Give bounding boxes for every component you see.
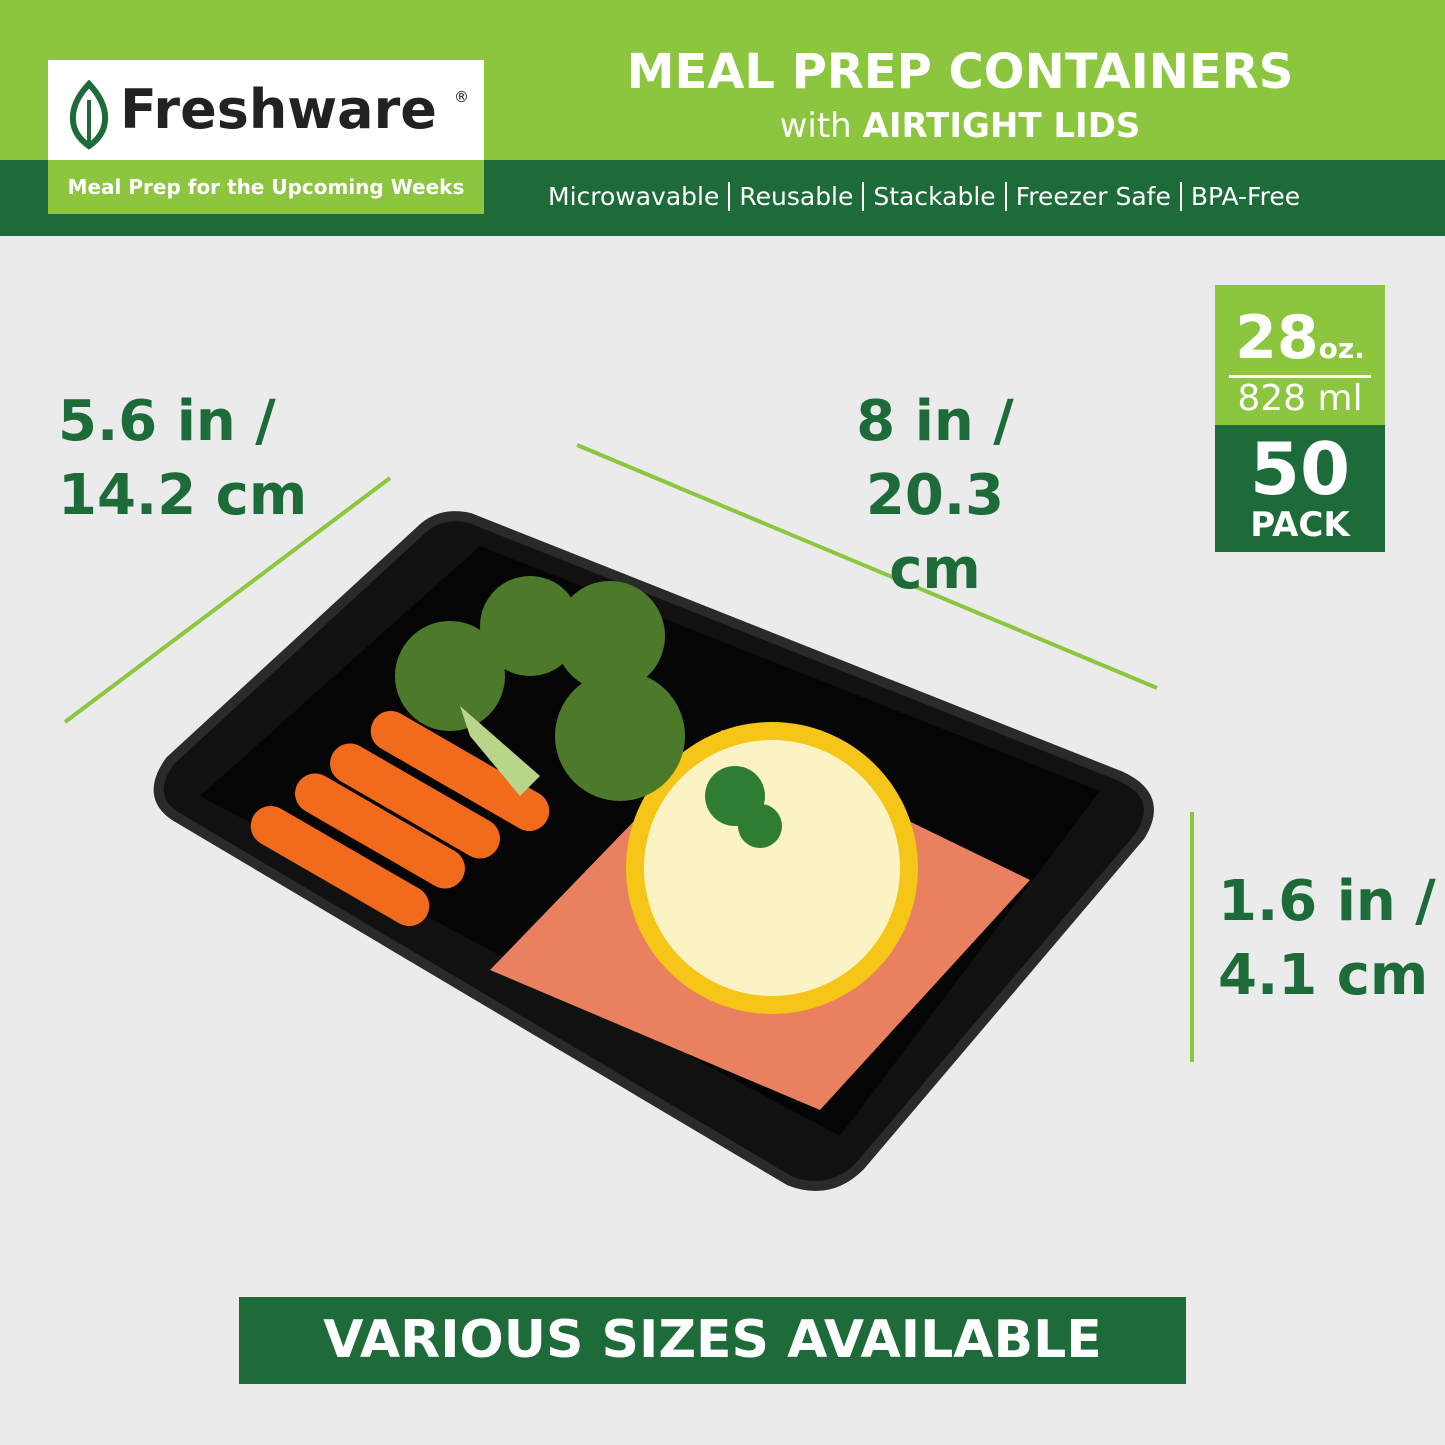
subtitle: with AIRTIGHT LIDS xyxy=(560,106,1360,146)
height-imperial: 1.6 in / xyxy=(1218,869,1436,934)
pack-label: PACK xyxy=(1250,505,1350,545)
length-label: 8 in / 20.3 cm xyxy=(815,385,1055,607)
footer-banner: VARIOUS SIZES AVAILABLE xyxy=(239,1297,1186,1384)
width-label: 5.6 in / 14.2 cm xyxy=(58,385,307,533)
feature: Stackable xyxy=(862,182,1004,211)
width-metric: 14.2 cm xyxy=(58,463,308,528)
title: MEAL PREP CONTAINERS xyxy=(626,44,1294,100)
feature: Freezer Safe xyxy=(1004,182,1180,211)
metric-capacity: 828 ml xyxy=(1237,378,1363,419)
leaf-icon xyxy=(69,80,109,150)
capacity: 28 xyxy=(1235,303,1319,373)
feature: BPA-Free xyxy=(1179,182,1309,211)
tagline: Meal Prep for the Upcoming Weeks xyxy=(48,160,484,214)
brand: Freshware xyxy=(120,78,437,141)
feature: Microwavable xyxy=(548,182,720,211)
pack-count: 50 xyxy=(1249,427,1351,511)
pack-badge: 50 PACK xyxy=(1215,425,1385,552)
width-imperial: 5.6 in / xyxy=(58,389,276,454)
capacity-unit: oz. xyxy=(1318,332,1365,365)
registered-mark: ® xyxy=(454,88,469,106)
capacity-row: 28oz. xyxy=(1229,303,1371,378)
length-metric: 20.3 cm xyxy=(865,463,1005,602)
length-imperial: 8 in / xyxy=(856,389,1014,454)
features: Microwavable Reusable Stackable Freezer Saf… xyxy=(548,182,1309,211)
logo-box xyxy=(48,60,484,160)
product-illustration xyxy=(63,443,1194,1191)
subtitle-emphasis: AIRTIGHT LIDS xyxy=(862,106,1141,146)
height-metric: 4.1 cm xyxy=(1218,943,1429,1008)
height-label: 1.6 in / 4.1 cm xyxy=(1218,865,1436,1013)
capacity-badge: 28oz. 828 ml xyxy=(1215,285,1385,425)
subtitle-prefix: with xyxy=(779,106,852,146)
feature: Reusable xyxy=(728,182,862,211)
